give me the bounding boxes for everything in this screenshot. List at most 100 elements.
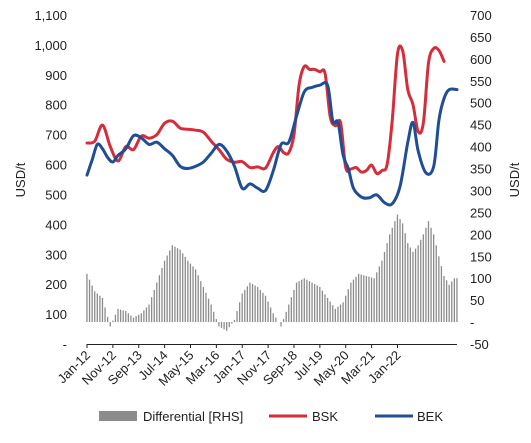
differential-bar (106, 316, 109, 323)
differential-bar (350, 282, 352, 323)
differential-bar (311, 282, 313, 323)
differential-bar (326, 297, 329, 323)
differential-bar (448, 284, 450, 323)
differential-bar (433, 234, 435, 323)
differential-bar (345, 295, 347, 323)
differential-bar (238, 302, 241, 323)
differential-bar (189, 263, 192, 323)
differential-bar (176, 248, 179, 323)
differential-bar (246, 286, 249, 323)
differential-bar (200, 281, 202, 323)
differential-bar (148, 304, 150, 323)
differential-bar (184, 256, 186, 323)
differential-bar (329, 301, 331, 323)
differential-bar (259, 289, 261, 323)
differential-bar (456, 278, 458, 323)
differential-bar (293, 289, 295, 323)
differential-bar (104, 307, 106, 323)
differential-bar (132, 317, 135, 323)
x-axis-ticks: Jan-12Nov-12Sep-13Jul-14May-15Mar-16Jan-… (54, 344, 404, 389)
right-tick-label: 200 (470, 227, 492, 242)
differential-bar (360, 274, 362, 323)
differential-bar (412, 251, 414, 323)
differential-bar (223, 322, 225, 330)
differential-bar (213, 311, 215, 323)
differential-bar (270, 307, 272, 323)
differential-bar (453, 278, 456, 323)
differential-bar (285, 311, 287, 323)
differential-bar (363, 275, 365, 323)
differential-bar (438, 256, 440, 323)
differential-bar (101, 297, 104, 323)
differential-bar (94, 291, 96, 323)
differential-bar (158, 275, 161, 323)
legend-label-differential: Differential [RHS] (143, 409, 243, 424)
differential-bar (332, 305, 334, 323)
differential-bar (169, 250, 171, 323)
differential-bar (445, 280, 448, 323)
differential-bar (267, 301, 269, 323)
differential-bar (282, 319, 285, 323)
differential-bar (86, 273, 88, 323)
right-tick-label: 300 (470, 183, 492, 198)
right-tick-label: 350 (470, 162, 492, 177)
legend-swatch-differential (99, 411, 137, 421)
differential-bar (112, 320, 114, 323)
right-tick-label: - (470, 315, 474, 330)
differential-bar (365, 276, 368, 323)
differential-bar (171, 245, 173, 323)
differential-bar (430, 227, 432, 323)
differential-bar (205, 292, 207, 323)
differential-bar (301, 279, 303, 323)
differential-bar (138, 314, 140, 323)
differential-bar (319, 286, 321, 323)
left-axis-title: USD/t (13, 162, 28, 197)
differential-bar (381, 260, 383, 323)
differential-bar (254, 285, 256, 323)
left-tick-label: 600 (45, 158, 67, 173)
differential-bar (161, 267, 163, 323)
left-tick-label: 400 (45, 217, 67, 232)
right-tick-label: 600 (470, 52, 492, 67)
differential-bar (96, 293, 98, 323)
differential-bar (414, 248, 417, 323)
differential-bar (440, 266, 443, 323)
differential-bar (236, 311, 238, 323)
series-line-bsk (85, 44, 446, 176)
differential-bar (342, 302, 344, 323)
differential-bar (313, 284, 316, 323)
differential-bar (241, 293, 243, 323)
right-axis-ticks: -50-501001502002503003504004505005506006… (470, 8, 492, 352)
differential-bar (179, 249, 181, 323)
differential-bar (249, 282, 251, 323)
left-axis-ticks: - 100 200 300 400 500 600 700 800 900 1,000 1,100 (34, 8, 67, 352)
differential-bar (135, 316, 137, 323)
left-tick-label: 700 (45, 128, 67, 143)
differential-bar (233, 319, 236, 323)
differential-bar (451, 281, 453, 323)
differential-bar (347, 289, 349, 323)
differential-bar (163, 260, 166, 323)
differential-bar (339, 304, 342, 323)
differential-bar (324, 294, 326, 323)
right-tick-label: 450 (470, 118, 492, 133)
differential-bar (122, 310, 124, 323)
differential-bar (150, 297, 153, 323)
differential-bar (174, 246, 176, 323)
left-tick-label: 300 (45, 247, 67, 262)
differential-bar (316, 285, 318, 323)
differential-bar (422, 234, 424, 323)
differential-bar (394, 221, 396, 323)
differential-bar (386, 243, 388, 323)
left-tick-label: 1,000 (34, 38, 67, 53)
differential-bar (373, 278, 375, 323)
differential-bar (368, 276, 370, 323)
left-tick-label: 200 (45, 277, 67, 292)
differential-bar (407, 243, 409, 323)
differential-bar (127, 313, 129, 323)
differential-bar (357, 273, 360, 323)
differential-bar (244, 289, 246, 323)
legend-label-bek: BEK (417, 409, 443, 424)
differential-bar (130, 315, 132, 323)
